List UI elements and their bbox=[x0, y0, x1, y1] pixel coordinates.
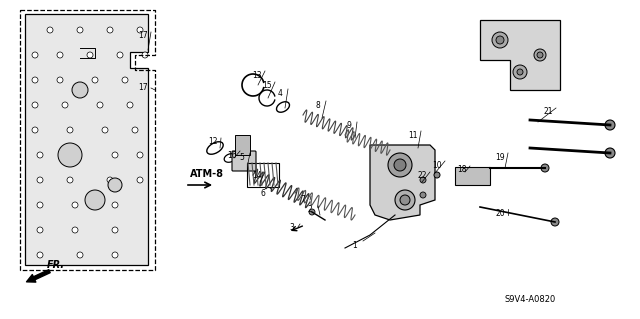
Circle shape bbox=[102, 127, 108, 133]
Bar bbox=[247, 163, 279, 187]
Text: 10: 10 bbox=[432, 160, 442, 169]
Circle shape bbox=[605, 148, 615, 158]
Text: 7: 7 bbox=[301, 196, 305, 204]
Circle shape bbox=[37, 152, 43, 158]
Circle shape bbox=[72, 82, 88, 98]
Circle shape bbox=[32, 52, 38, 58]
Bar bbox=[235, 135, 250, 155]
Circle shape bbox=[77, 252, 83, 258]
Circle shape bbox=[137, 152, 143, 158]
Text: 1: 1 bbox=[353, 241, 357, 249]
FancyBboxPatch shape bbox=[232, 151, 256, 171]
Text: 20: 20 bbox=[495, 209, 505, 218]
Circle shape bbox=[137, 177, 143, 183]
Circle shape bbox=[142, 52, 148, 58]
Circle shape bbox=[97, 102, 103, 108]
Polygon shape bbox=[25, 14, 148, 265]
Text: 13: 13 bbox=[252, 70, 262, 79]
Circle shape bbox=[112, 202, 118, 208]
Text: 15: 15 bbox=[262, 81, 272, 91]
Circle shape bbox=[32, 77, 38, 83]
Circle shape bbox=[551, 218, 559, 226]
Text: 6: 6 bbox=[260, 189, 266, 197]
Circle shape bbox=[57, 77, 63, 83]
Circle shape bbox=[37, 227, 43, 233]
Text: 8: 8 bbox=[316, 100, 321, 109]
Circle shape bbox=[85, 190, 105, 210]
Circle shape bbox=[534, 49, 546, 61]
Circle shape bbox=[77, 27, 83, 33]
Text: 12: 12 bbox=[208, 137, 218, 146]
Text: 17: 17 bbox=[138, 84, 148, 93]
Circle shape bbox=[37, 202, 43, 208]
Circle shape bbox=[72, 227, 78, 233]
Circle shape bbox=[67, 127, 73, 133]
Circle shape bbox=[496, 36, 504, 44]
Circle shape bbox=[541, 164, 549, 172]
Circle shape bbox=[57, 52, 63, 58]
Text: 21: 21 bbox=[543, 108, 553, 116]
Text: 4: 4 bbox=[278, 88, 282, 98]
Circle shape bbox=[47, 27, 53, 33]
Circle shape bbox=[513, 65, 527, 79]
Circle shape bbox=[137, 27, 143, 33]
Circle shape bbox=[127, 102, 133, 108]
Text: 16: 16 bbox=[227, 151, 237, 160]
Circle shape bbox=[492, 32, 508, 48]
Text: 19: 19 bbox=[495, 152, 505, 161]
Text: 9: 9 bbox=[347, 122, 351, 130]
Circle shape bbox=[67, 177, 73, 183]
Circle shape bbox=[537, 52, 543, 58]
Circle shape bbox=[112, 227, 118, 233]
Circle shape bbox=[72, 152, 78, 158]
Circle shape bbox=[400, 195, 410, 205]
Circle shape bbox=[517, 69, 523, 75]
Text: 11: 11 bbox=[408, 130, 418, 139]
Circle shape bbox=[107, 177, 113, 183]
Circle shape bbox=[388, 153, 412, 177]
Circle shape bbox=[395, 190, 415, 210]
Circle shape bbox=[92, 77, 98, 83]
Circle shape bbox=[420, 192, 426, 198]
Text: 17: 17 bbox=[138, 32, 148, 41]
Text: 3: 3 bbox=[289, 224, 294, 233]
Text: 14: 14 bbox=[252, 172, 262, 181]
Text: S9V4-A0820: S9V4-A0820 bbox=[504, 295, 556, 305]
Text: 2: 2 bbox=[308, 205, 312, 214]
Circle shape bbox=[108, 178, 122, 192]
Circle shape bbox=[117, 52, 123, 58]
Circle shape bbox=[112, 252, 118, 258]
Polygon shape bbox=[455, 167, 490, 185]
Circle shape bbox=[112, 152, 118, 158]
Text: FR.: FR. bbox=[47, 260, 65, 270]
Circle shape bbox=[132, 127, 138, 133]
Polygon shape bbox=[480, 20, 560, 90]
Polygon shape bbox=[370, 145, 435, 220]
Circle shape bbox=[37, 177, 43, 183]
Circle shape bbox=[72, 202, 78, 208]
Circle shape bbox=[58, 143, 82, 167]
Circle shape bbox=[32, 127, 38, 133]
Text: 18: 18 bbox=[457, 166, 467, 174]
Circle shape bbox=[107, 27, 113, 33]
Circle shape bbox=[420, 177, 426, 183]
Circle shape bbox=[605, 120, 615, 130]
Circle shape bbox=[32, 102, 38, 108]
Circle shape bbox=[122, 77, 128, 83]
Circle shape bbox=[37, 252, 43, 258]
Circle shape bbox=[87, 52, 93, 58]
Circle shape bbox=[62, 102, 68, 108]
Text: ATM-8: ATM-8 bbox=[190, 169, 224, 179]
Text: 5: 5 bbox=[239, 152, 244, 161]
Circle shape bbox=[309, 209, 315, 215]
Circle shape bbox=[394, 159, 406, 171]
Text: 22: 22 bbox=[417, 172, 427, 181]
Circle shape bbox=[434, 172, 440, 178]
